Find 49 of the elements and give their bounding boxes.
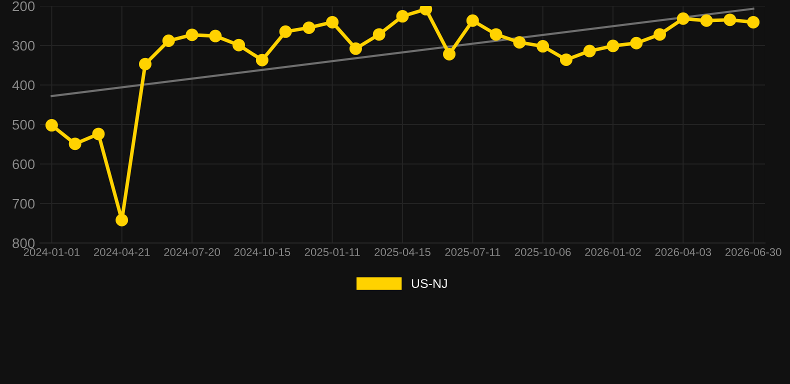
y-tick-label: 700	[12, 198, 35, 209]
point	[302, 21, 316, 34]
point	[186, 28, 198, 42]
point	[443, 48, 456, 60]
y-tick-label: 400	[12, 80, 35, 90]
point	[326, 16, 339, 28]
point	[92, 128, 105, 140]
y-tick-label: 500	[12, 120, 35, 130]
legend-label: US-NJ	[412, 279, 447, 288]
point	[560, 53, 572, 66]
point	[162, 34, 175, 48]
point	[676, 12, 690, 25]
point	[583, 44, 596, 58]
x-tick-label: 2025-04-15	[374, 248, 430, 256]
y-tick-label: 300	[12, 40, 35, 51]
y-tick-label: 800	[12, 238, 35, 248]
x-tick-label: 2025-01-11	[304, 248, 360, 256]
point	[256, 54, 268, 66]
point	[490, 28, 502, 41]
x-tick-label: 2024-04-21	[94, 248, 150, 256]
point	[606, 40, 620, 52]
point	[372, 28, 386, 41]
y-tick-label: 200	[12, 1, 35, 12]
point	[396, 10, 409, 23]
point	[138, 58, 152, 70]
point	[466, 14, 479, 27]
point	[45, 119, 58, 132]
point	[232, 38, 246, 52]
x-tick-label: 2025-10-06	[514, 248, 571, 256]
point	[724, 14, 736, 26]
x-tick-label: 2026-06-30	[725, 248, 782, 256]
point	[209, 30, 222, 42]
y-tick-label: 600	[12, 159, 35, 170]
x-tick-label: 2024-10-15	[234, 248, 290, 256]
point	[279, 25, 292, 38]
x-tick-label: 2024-07-20	[164, 248, 220, 256]
point	[630, 36, 643, 50]
point	[536, 40, 550, 53]
x-tick-label: 2024-01-01	[24, 248, 80, 256]
point	[700, 14, 713, 27]
point	[654, 28, 666, 41]
point	[349, 42, 362, 55]
x-tick-label: 2026-04-03	[655, 248, 712, 256]
point	[747, 16, 760, 28]
point	[513, 36, 526, 49]
x-tick-label: 2025-07-11	[445, 248, 500, 256]
point	[116, 214, 128, 226]
x-tick-label: 2026-01-02	[585, 248, 641, 256]
point	[68, 138, 82, 150]
